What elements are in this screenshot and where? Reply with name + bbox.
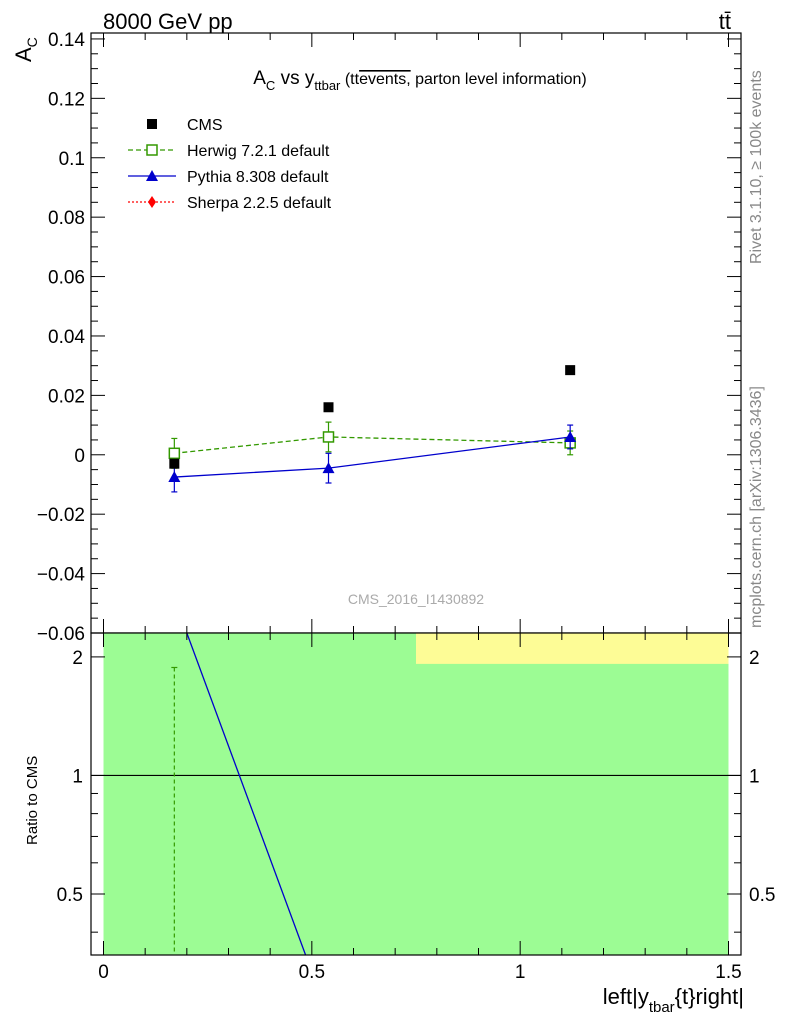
x-tick-label: 1.5 — [715, 962, 741, 983]
mcplots-label: mcplots.cern.ch [arXiv:1306.3436] — [748, 386, 765, 628]
title-vs-sub: ttbar — [314, 78, 341, 93]
data-point — [322, 462, 335, 474]
title-observable: A — [253, 68, 266, 89]
ratio-ylabel: Ratio to CMS — [24, 756, 41, 845]
ratio-y-tick-label: 1 — [72, 766, 83, 787]
ratio-panel: 0 0.5 1 1.5 0.5 0.5 1 1 2 2 — [57, 632, 775, 983]
ratio-y-tick-label-right: 2 — [749, 648, 760, 669]
top-y-tick-label: −0.06 — [37, 624, 85, 645]
top-y-tick-label: 0.04 — [48, 327, 85, 348]
ratio-pythia-line — [186, 633, 307, 955]
title-paren-open: (tt — [340, 71, 359, 88]
top-y-tick-label: −0.04 — [37, 565, 86, 586]
rivet-version-label: Rivet 3.1.10, ≥ 100k events — [748, 70, 765, 264]
title-vs: vs y — [275, 68, 315, 89]
top-panel: −0.06 −0.04 −0.02 0 0.02 0.04 0.06 0.08 0.1 0.12 0… — [37, 30, 742, 645]
title-observable-sub: C — [266, 78, 275, 93]
xlabel-pre: left|y — [603, 984, 649, 1009]
data-point — [564, 430, 577, 442]
header-process-label: tt̄ — [719, 9, 731, 34]
top-y-tick-label: 0.14 — [48, 30, 85, 51]
ratio-y-tick-label: 0.5 — [57, 885, 83, 906]
data-point — [565, 365, 576, 376]
ratio-y-tick-label: 2 — [72, 648, 83, 669]
series-herwig — [168, 421, 576, 469]
legend-marker — [146, 170, 158, 181]
top-y-tick-label: −0.02 — [37, 505, 85, 526]
top-ylabel-main: A — [11, 47, 36, 62]
xlabel: left|ytbar{t}right| — [603, 984, 744, 1016]
data-point — [168, 447, 181, 460]
top-y-tick-label: 0.12 — [48, 89, 85, 110]
top-y-tick-label: 0.08 — [48, 208, 85, 229]
top-y-tick-label: 0 — [74, 446, 85, 467]
analysis-watermark: CMS_2016_I1430892 — [348, 591, 484, 607]
legend-label: Sherpa 2.2.5 default — [187, 195, 332, 212]
series-cms — [169, 365, 576, 469]
legend-label: CMS — [187, 117, 223, 134]
x-tick-label: 0 — [98, 962, 109, 983]
x-tick-label: 0.5 — [299, 962, 325, 983]
legend-label: Herwig 7.2.1 default — [187, 143, 330, 160]
header-beam-label: 8000 GeV pp — [103, 9, 233, 34]
data-point — [323, 402, 334, 413]
top-y-tick-label: 0.1 — [59, 149, 85, 170]
legend-marker — [146, 144, 158, 156]
top-ylabel: AC — [11, 37, 40, 62]
title-overlined: events, — [359, 71, 411, 88]
ratio-y-tick-label-right: 1 — [749, 766, 760, 787]
ratio-band-0 — [103, 633, 729, 955]
xlabel-sub: tbar — [649, 999, 675, 1016]
top-y-tick-label: 0.02 — [48, 386, 85, 407]
data-point — [169, 458, 180, 469]
ratio-band-1 — [416, 633, 729, 664]
ratio-frame — [90, 632, 742, 956]
xlabel-post: {t}right| — [675, 984, 744, 1009]
ratio-bands — [91, 633, 741, 955]
series-pythia — [168, 424, 577, 493]
series-line — [174, 436, 571, 478]
top-ylabel-sub: C — [24, 37, 40, 47]
legend-marker — [147, 119, 157, 129]
x-tick-label: 1 — [515, 962, 526, 983]
plot-title: AC vs yttbar (ttevents, parton level inf… — [253, 68, 587, 93]
data-point — [322, 431, 335, 443]
top-y-tick-label: 0.06 — [48, 268, 85, 289]
legend-marker — [148, 196, 156, 208]
ratio-y-tick-label-right: 0.5 — [749, 885, 775, 906]
title-rest: parton level information) — [411, 71, 587, 88]
legend: CMS Herwig 7.2.1 default Pythia 8.308 defa… — [128, 117, 332, 212]
legend-label: Pythia 8.308 default — [187, 169, 329, 186]
data-point — [168, 471, 181, 483]
